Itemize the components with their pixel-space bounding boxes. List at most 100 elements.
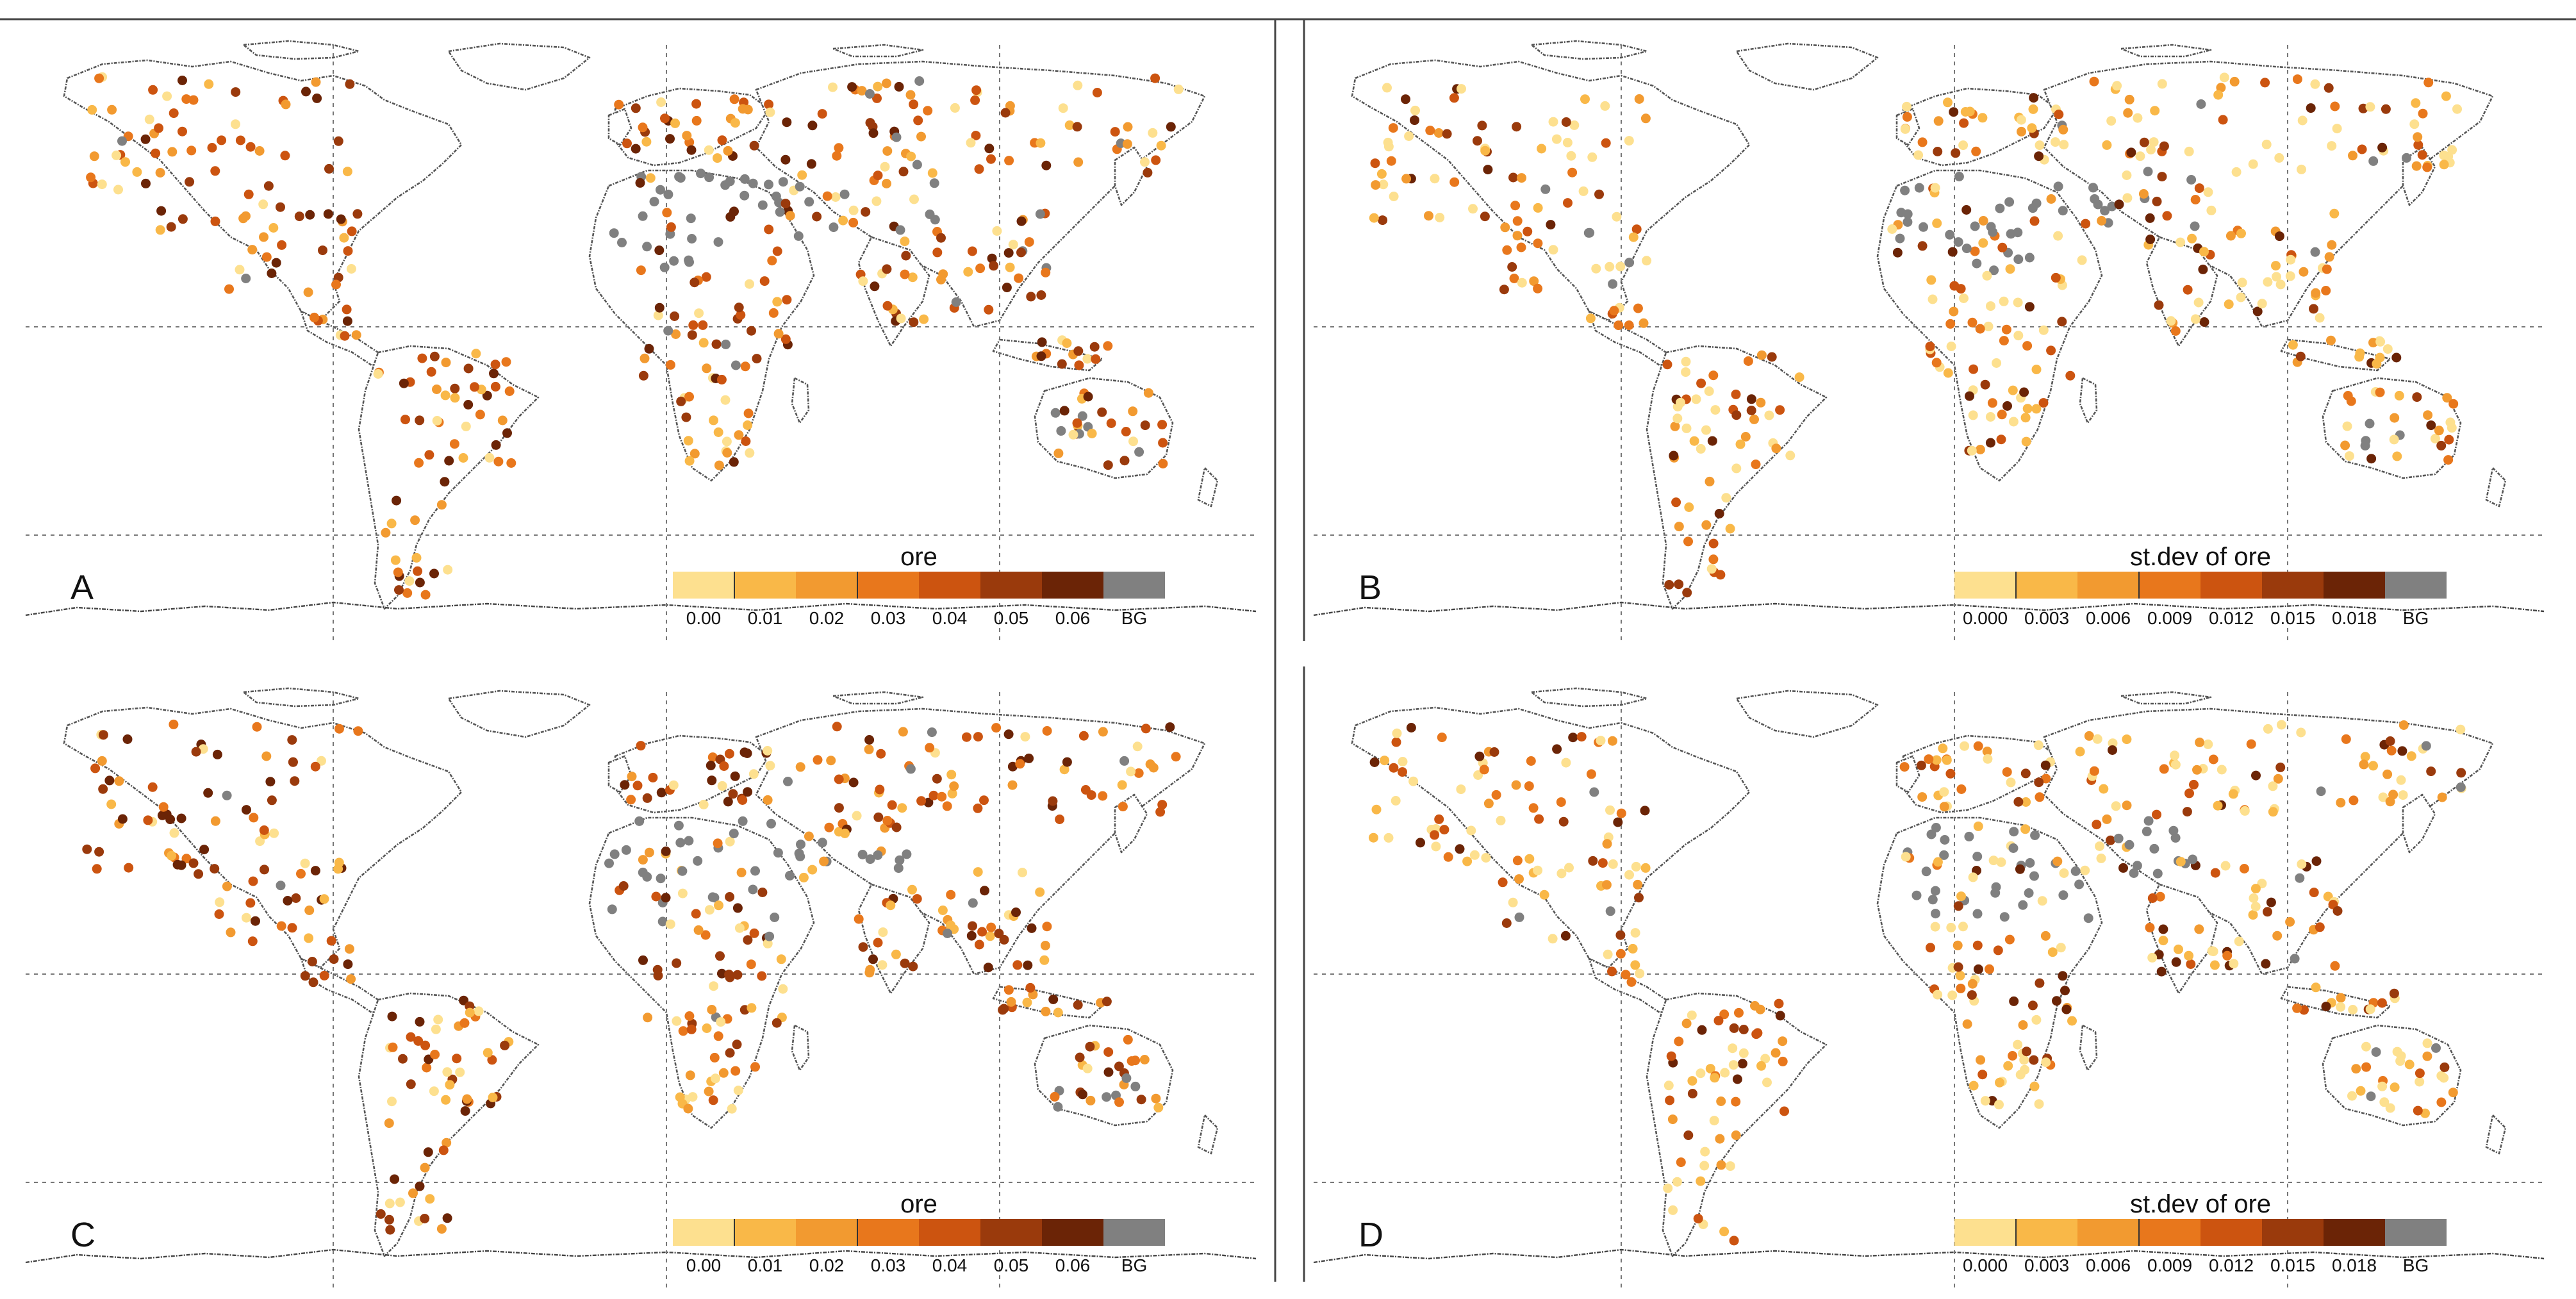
site-point [408, 1188, 418, 1198]
site-point [966, 931, 977, 941]
site-point [1039, 955, 1050, 965]
site-point [1931, 755, 1942, 765]
site-point [1666, 1051, 1676, 1061]
site-point [1561, 757, 1571, 768]
site-point [1705, 1064, 1715, 1074]
site-point [716, 1017, 726, 1027]
site-point [1926, 829, 1936, 840]
site-point [749, 928, 759, 938]
site-point [1605, 906, 1615, 916]
site-point [2382, 769, 2393, 779]
site-point [169, 828, 179, 838]
site-point [2122, 800, 2132, 811]
site-point [2106, 835, 2115, 845]
site-point [342, 316, 352, 326]
legend-title: st.dev of ore [2130, 543, 2271, 571]
site-point [2184, 788, 2194, 798]
site-point [151, 148, 161, 158]
india-outline [857, 883, 930, 995]
site-point [260, 865, 269, 875]
site-point [504, 386, 515, 396]
site-point [176, 813, 186, 823]
siberia-islands-outline [2120, 44, 2212, 58]
site-point [169, 108, 179, 119]
site-point [2295, 351, 2306, 361]
site-point [864, 89, 875, 99]
site-point [199, 845, 210, 855]
site-point [1917, 241, 1928, 251]
site-point [276, 881, 286, 891]
site-point [677, 866, 688, 876]
site-point [858, 276, 868, 286]
site-point [2365, 102, 2375, 112]
site-point [106, 799, 117, 809]
site-point [2030, 831, 2040, 840]
site-point [1749, 414, 1759, 424]
site-point [1514, 874, 1524, 884]
site-point [2404, 1059, 2415, 1070]
site-point [912, 160, 922, 170]
site-point [2190, 195, 2200, 204]
site-point [739, 174, 750, 184]
site-point [308, 977, 318, 988]
site-point [162, 91, 172, 101]
site-point [984, 304, 994, 315]
site-point [732, 1039, 742, 1050]
site-point [1943, 97, 1953, 108]
site-point [111, 150, 122, 160]
site-point [1082, 1063, 1093, 1073]
site-point [1091, 354, 1101, 364]
site-point [927, 168, 937, 178]
site-point [609, 849, 620, 859]
site-point [1892, 247, 1903, 258]
site-point [1613, 817, 1623, 827]
site-point [1481, 853, 1491, 863]
site-point [2108, 738, 2118, 749]
site-point [2147, 893, 2158, 903]
antarctica-outline [1313, 1248, 2545, 1264]
site-point [2209, 960, 2220, 970]
site-point [2412, 392, 2422, 402]
site-point [186, 145, 197, 156]
legend-tick-label: 0.000 [1963, 608, 2008, 628]
site-point [707, 752, 718, 763]
site-point [2434, 426, 2444, 436]
site-point [1386, 156, 1396, 166]
site-point [318, 245, 327, 256]
site-point [1087, 429, 1097, 438]
site-point [1048, 995, 1059, 1004]
site-point [1997, 242, 2008, 252]
site-point [384, 1214, 394, 1225]
site-point [1140, 420, 1150, 431]
site-point [807, 120, 818, 131]
site-point [773, 329, 784, 339]
site-point [157, 810, 167, 820]
site-point [986, 154, 996, 164]
site-point [463, 400, 474, 410]
site-point [748, 884, 758, 895]
site-point [2038, 398, 2049, 408]
site-point [2448, 399, 2459, 409]
site-point [1098, 727, 1108, 737]
site-point [729, 829, 739, 839]
legend-swatch [796, 572, 857, 599]
site-point [925, 743, 935, 753]
site-point [436, 500, 447, 510]
site-point [1510, 201, 1521, 211]
site-point [490, 381, 500, 392]
site-point [1996, 857, 2006, 867]
site-point [2060, 986, 2070, 996]
site-point [1919, 222, 1928, 232]
legend-swatch [857, 1219, 919, 1246]
site-point [1156, 140, 1166, 151]
site-point [994, 929, 1004, 939]
site-point [2207, 946, 2217, 956]
site-point [2222, 950, 2233, 961]
site-point [1628, 232, 1639, 242]
site-point [2033, 740, 2043, 750]
site-point [971, 85, 982, 95]
site-point [882, 816, 893, 825]
site-point [2276, 720, 2286, 730]
site-point [1778, 1036, 1788, 1047]
site-point [663, 326, 673, 336]
